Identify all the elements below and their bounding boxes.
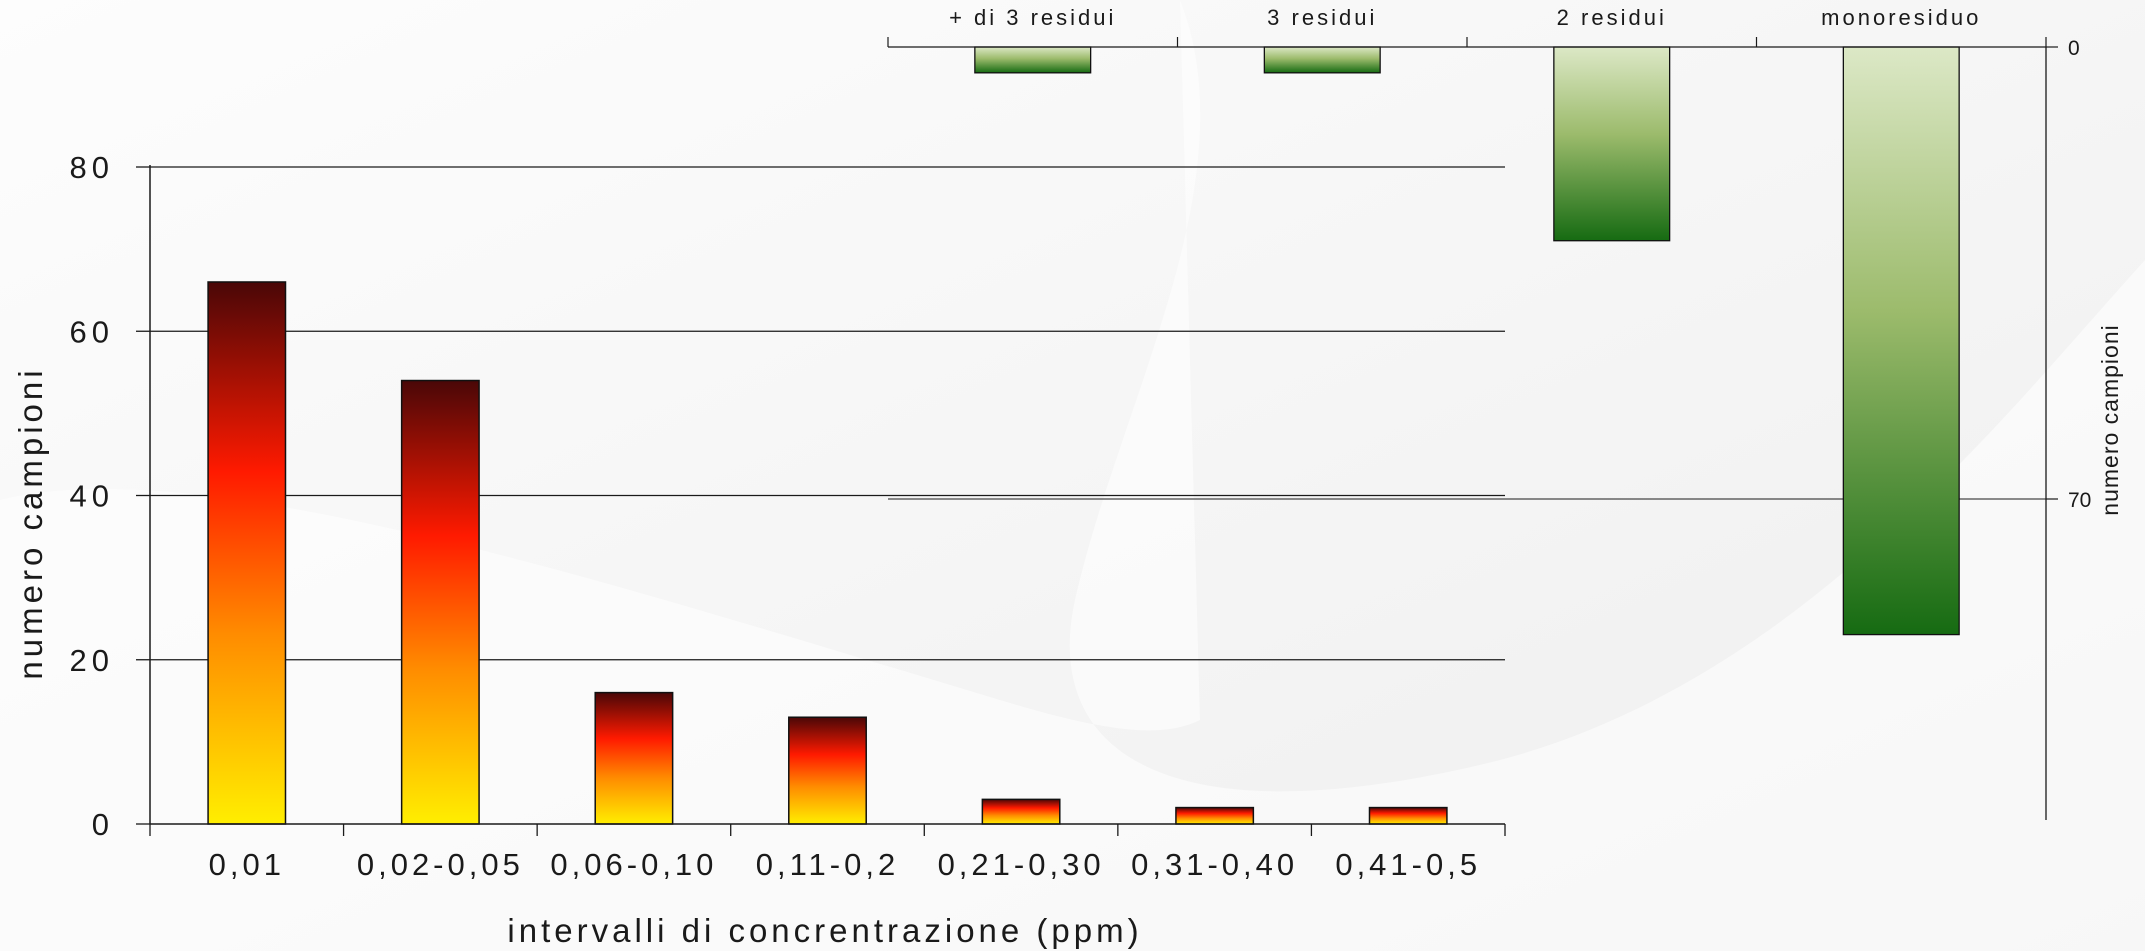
y-tick-label: 40	[70, 479, 114, 514]
concentration-bar	[400, 379, 480, 825]
concentration-y-tick-labels: 0 20 40 60 80	[70, 150, 114, 842]
residue-bar	[1263, 46, 1381, 74]
y-tick-label: 0	[2068, 37, 2080, 60]
x-category-label: 0,02-0,05	[357, 847, 524, 882]
x-category-label: 0,31-0,40	[1131, 847, 1298, 882]
x-category-label: 0,21-0,30	[938, 847, 1105, 882]
residue-y-axis-title: numero campioni	[2097, 324, 2123, 515]
y-tick-label: 80	[70, 150, 114, 185]
concentration-bars	[207, 281, 1448, 825]
y-tick-label: 20	[70, 643, 114, 678]
residue-y-tick-labels: 0 70	[2068, 37, 2091, 512]
concentration-bar	[1368, 806, 1448, 825]
x-category-label: 0,01	[209, 847, 285, 882]
residue-category-labels: + di 3 residui 3 residui 2 residui monoresi…	[949, 5, 1981, 30]
x-category-label: 0,06-0,10	[550, 847, 717, 882]
residue-bar	[1842, 46, 1960, 636]
concentration-bar	[594, 691, 674, 825]
residue-category-label: monoresiduo	[1821, 5, 1981, 30]
residue-category-label: 2 residui	[1557, 5, 1667, 30]
concentration-axes	[149, 165, 1506, 836]
residue-bars	[974, 46, 1960, 636]
x-category-label: 0,11-0,2	[756, 847, 899, 882]
concentration-bar	[981, 798, 1061, 825]
concentration-gridlines	[136, 166, 1505, 825]
concentration-bar	[207, 281, 287, 825]
y-tick-label: 60	[70, 314, 114, 349]
residue-axes	[887, 37, 2047, 820]
residue-chart: 0 70 + di 3 residui 3 residui 2 residui mono…	[887, 5, 2123, 820]
concentration-bar	[1175, 806, 1255, 825]
y-tick-label: 0	[92, 807, 114, 842]
concentration-y-axis-title: numero campioni	[12, 366, 49, 679]
concentration-bar	[788, 716, 867, 825]
x-category-label: 0,41-0,5	[1335, 847, 1481, 882]
residue-category-label: + di 3 residui	[949, 5, 1116, 30]
concentration-category-labels: 0,01 0,02-0,05 0,06-0,10 0,11-0,2 0,21-0,30 0…	[209, 847, 1481, 882]
residue-bar	[1553, 46, 1671, 242]
residue-category-label: 3 residui	[1267, 5, 1377, 30]
concentration-x-axis-title: intervalli di concrentrazione (ppm)	[507, 912, 1142, 949]
residue-bar	[974, 46, 1092, 74]
y-tick-label: 70	[2068, 489, 2091, 512]
concentration-chart: 0 20 40 60 80 0,01 0,02-0,05 0,06-0,10 0,11-0,2…	[12, 150, 1506, 949]
